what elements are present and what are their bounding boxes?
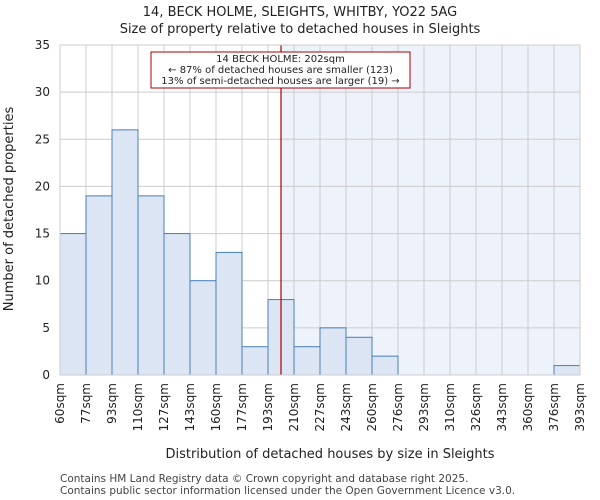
y-tick-label: 25 (35, 132, 50, 146)
y-tick-label: 5 (42, 321, 50, 335)
bar-376sqm (553, 365, 581, 376)
x-tick-label: 227sqm (313, 383, 327, 431)
x-tick-label: 376sqm (547, 383, 561, 431)
x-tick-label: 193sqm (261, 383, 275, 431)
histogram-chart: 14, BECK HOLME, SLEIGHTS, WHITBY, YO22 5… (2, 5, 587, 462)
x-tick-label: 110sqm (131, 383, 145, 431)
x-tick-label: 177sqm (235, 383, 249, 431)
bar-93sqm (111, 129, 139, 376)
annotation-line1: 14 BECK HOLME: 202sqm (216, 54, 345, 65)
x-tick-labels: 60sqm 77sqm 93sqm 110sqm 127sqm 143sqm 160sqm 1… (53, 383, 587, 431)
bar-127sqm (163, 233, 191, 376)
x-tick-label: 310sqm (443, 383, 457, 431)
y-tick-labels: 0 5 10 15 20 25 30 35 (35, 38, 50, 382)
bar-60sqm (59, 233, 87, 376)
x-tick-label: 143sqm (183, 383, 197, 431)
x-tick-label: 260sqm (365, 383, 379, 431)
y-tick-label: 30 (35, 85, 50, 99)
x-tick-label: 326sqm (469, 383, 483, 431)
annotation-border (150, 51, 411, 89)
y-tick-label: 0 (42, 368, 50, 382)
x-tick-label: 60sqm (53, 383, 67, 424)
chart-title-line1: 14, BECK HOLME, SLEIGHTS, WHITBY, YO22 5… (143, 5, 457, 20)
x-tick-label: 77sqm (79, 383, 93, 424)
y-tick-label: 35 (35, 38, 50, 52)
x-tick-label: 343sqm (495, 383, 509, 431)
x-axis-label: Distribution of detached houses by size … (165, 447, 494, 462)
bar-227sqm (319, 327, 347, 376)
y-tick-label: 20 (35, 179, 50, 193)
bar-77sqm (85, 195, 113, 376)
x-tick-label: 210sqm (287, 383, 301, 431)
bar-210sqm (293, 346, 321, 376)
bars-group (59, 129, 581, 376)
annotation-line2: ← 87% of detached houses are smaller (12… (168, 65, 393, 76)
x-tick-label: 127sqm (157, 383, 171, 431)
bar-110sqm (137, 195, 165, 376)
footer-line2: Contains public sector information licen… (60, 485, 516, 497)
annotation-box: 14 BECK HOLME: 202sqm ← 87% of detached … (150, 51, 411, 89)
larger-region-shade (281, 45, 580, 375)
x-tick-label: 393sqm (573, 383, 587, 431)
bar-143sqm (189, 280, 217, 376)
y-tick-label: 10 (35, 274, 50, 288)
y-axis-label: Number of detached properties (2, 107, 17, 312)
chart-title-line2: Size of property relative to detached ho… (120, 22, 481, 37)
bar-243sqm (345, 336, 373, 376)
x-tick-label: 276sqm (391, 383, 405, 431)
annotation-line3: 13% of semi-detached houses are larger (… (161, 76, 399, 87)
footer-line1: Contains HM Land Registry data © Crown c… (60, 473, 469, 485)
bar-160sqm (215, 251, 243, 376)
plot-frame (59, 44, 581, 376)
x-tick-label: 243sqm (339, 383, 353, 431)
x-tick-label: 93sqm (105, 383, 119, 424)
bar-260sqm (371, 355, 399, 376)
x-tick-label: 293sqm (417, 383, 431, 431)
x-tick-label: 160sqm (209, 383, 223, 431)
bar-177sqm (241, 346, 269, 376)
y-tick-label: 15 (35, 227, 50, 241)
x-tick-label: 360sqm (521, 383, 535, 431)
